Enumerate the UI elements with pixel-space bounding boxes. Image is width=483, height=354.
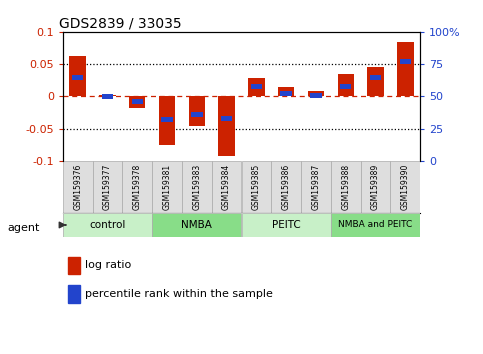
Bar	[221, 116, 232, 121]
Bar	[159, 97, 175, 145]
Bar	[248, 78, 265, 97]
Bar	[361, 161, 390, 213]
Text: GSM159388: GSM159388	[341, 164, 350, 210]
Bar	[93, 161, 122, 213]
Bar	[152, 213, 242, 237]
Bar	[191, 112, 202, 117]
Bar	[63, 213, 152, 237]
Text: GSM159389: GSM159389	[371, 164, 380, 210]
Text: GSM159376: GSM159376	[73, 164, 82, 210]
Bar	[72, 74, 84, 80]
Bar	[368, 67, 384, 97]
Text: PEITC: PEITC	[272, 220, 300, 230]
Bar	[271, 161, 301, 213]
Text: control: control	[89, 220, 126, 230]
Text: GSM159378: GSM159378	[133, 164, 142, 210]
Bar	[308, 91, 324, 97]
Bar	[70, 56, 86, 97]
Bar	[338, 74, 354, 97]
Text: agent: agent	[7, 223, 40, 233]
Bar	[122, 161, 152, 213]
Bar	[301, 161, 331, 213]
Bar	[189, 97, 205, 126]
Bar	[242, 213, 331, 237]
Bar	[340, 84, 352, 89]
Bar	[390, 161, 420, 213]
Bar	[251, 84, 262, 89]
Bar	[331, 161, 361, 213]
Bar	[331, 213, 420, 237]
Bar	[99, 95, 115, 97]
Text: GDS2839 / 33035: GDS2839 / 33035	[59, 17, 182, 31]
Text: percentile rank within the sample: percentile rank within the sample	[85, 289, 272, 299]
Bar	[212, 161, 242, 213]
Bar	[102, 94, 113, 99]
Text: GSM159390: GSM159390	[401, 164, 410, 210]
Text: GSM159384: GSM159384	[222, 164, 231, 210]
Bar	[129, 97, 145, 108]
Text: GSM159385: GSM159385	[252, 164, 261, 210]
Bar	[131, 99, 143, 104]
Bar	[370, 74, 381, 80]
Text: GSM159386: GSM159386	[282, 164, 291, 210]
Bar	[310, 93, 322, 98]
Bar	[218, 97, 235, 156]
Bar	[281, 91, 292, 97]
Bar	[397, 41, 413, 97]
Text: NMBA and PEITC: NMBA and PEITC	[339, 221, 412, 229]
Text: GSM159387: GSM159387	[312, 164, 320, 210]
Bar	[182, 161, 212, 213]
Bar	[278, 87, 294, 97]
Text: log ratio: log ratio	[85, 261, 131, 270]
Text: GSM159377: GSM159377	[103, 164, 112, 210]
Text: GSM159383: GSM159383	[192, 164, 201, 210]
Bar	[152, 161, 182, 213]
Bar	[399, 59, 411, 64]
Text: NMBA: NMBA	[182, 220, 212, 230]
Bar	[242, 161, 271, 213]
Bar	[63, 161, 93, 213]
Text: GSM159381: GSM159381	[163, 164, 171, 210]
Bar	[161, 117, 173, 122]
